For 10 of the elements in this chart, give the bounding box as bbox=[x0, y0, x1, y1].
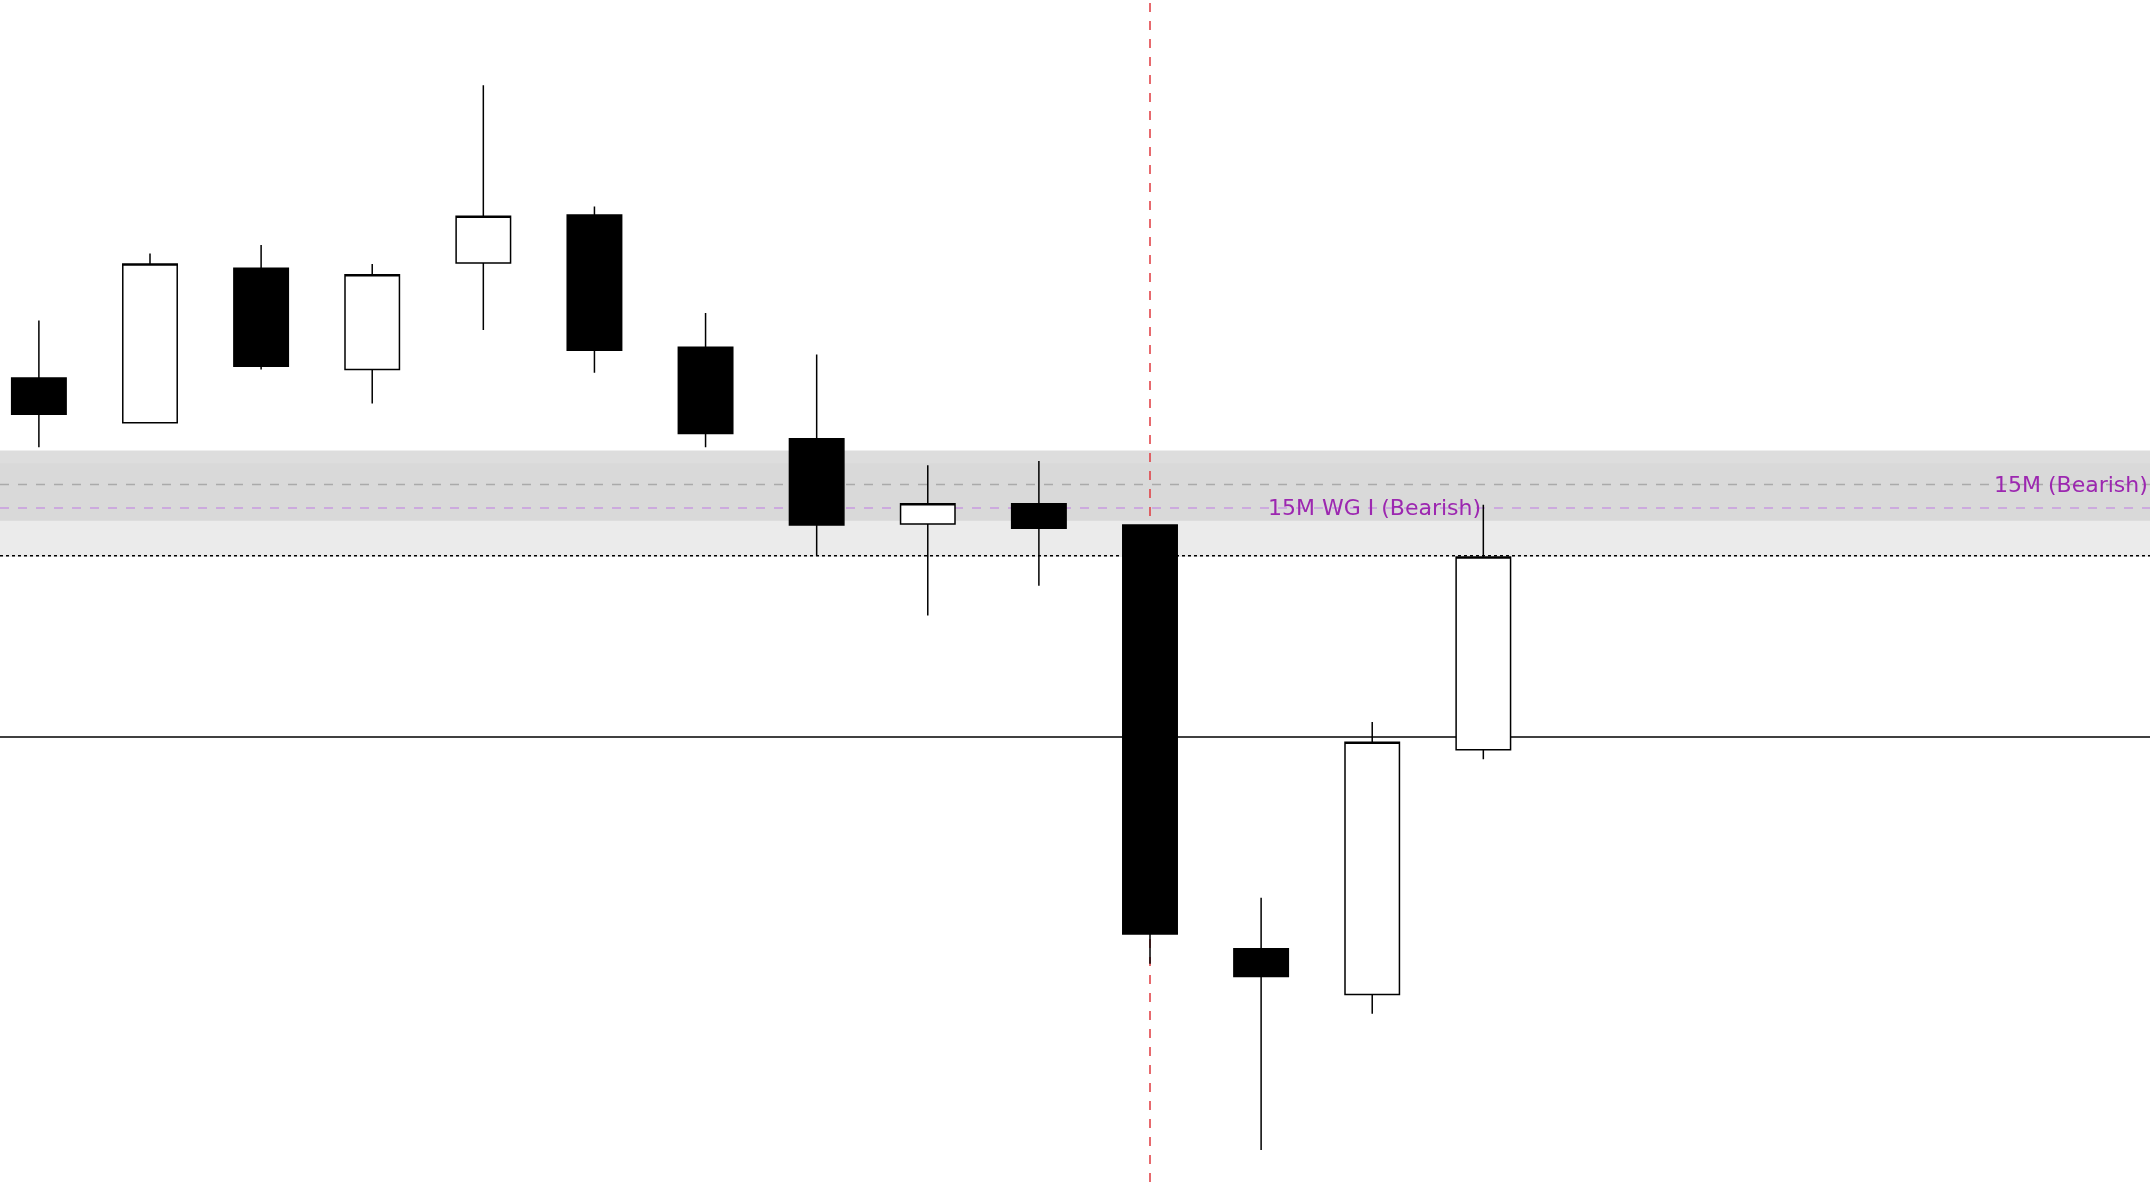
candlestick bbox=[566, 205, 623, 374]
candlestick bbox=[677, 312, 734, 448]
candlestick bbox=[1233, 896, 1290, 1151]
candlestick bbox=[233, 244, 290, 371]
candlestick bbox=[122, 252, 178, 424]
ref-line-label: 15M WG I (Bearish) bbox=[1268, 495, 1482, 520]
ref-line-label: 15M (Bearish) bbox=[1994, 472, 2148, 497]
candlestick bbox=[10, 319, 67, 448]
candlestick bbox=[344, 263, 401, 405]
candlestick bbox=[455, 84, 512, 331]
